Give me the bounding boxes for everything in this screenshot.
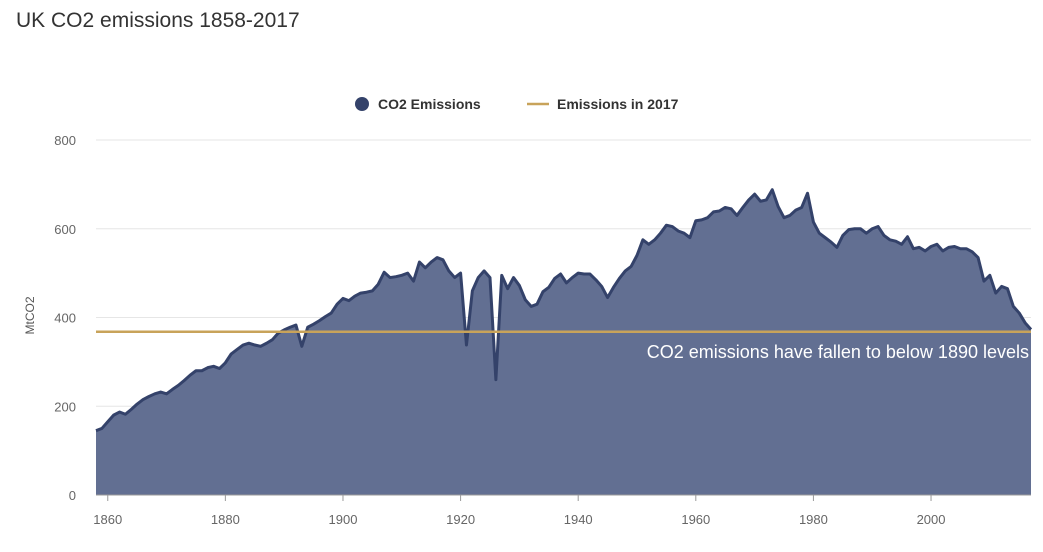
emissions-line xyxy=(95,188,1033,433)
y-tick-label: 800 xyxy=(54,133,76,148)
legend[interactable]: CO2 Emissions Emissions in 2017 xyxy=(355,96,679,112)
y-axis-label: MtCO2 xyxy=(23,296,37,334)
legend-circle-icon xyxy=(355,97,369,111)
legend-item-co2-emissions[interactable]: CO2 Emissions xyxy=(355,96,481,112)
x-tick-label: 1880 xyxy=(211,512,240,527)
x-tick-label: 2000 xyxy=(917,512,946,527)
x-tick-label: 1900 xyxy=(329,512,358,527)
axes: 0 200 400 600 800 1860 1880 1900 1920 1940 1960 198… xyxy=(23,133,1031,527)
x-tick-label: 1860 xyxy=(93,512,122,527)
emissions-area xyxy=(96,189,1031,495)
y-tick-label: 600 xyxy=(54,222,76,237)
x-tick-label: 1920 xyxy=(446,512,475,527)
legend-label: CO2 Emissions xyxy=(378,96,481,112)
chart-title: UK CO2 emissions 1858-2017 xyxy=(16,9,300,32)
annotation-text: CO2 emissions have fallen to below 1890 … xyxy=(647,342,1029,362)
annotation-layer: CO2 emissions have fallen to below 1890 … xyxy=(647,342,1029,362)
y-tick-label: 400 xyxy=(54,311,76,326)
y-tick-label: 0 xyxy=(69,488,76,503)
x-tick-label: 1940 xyxy=(564,512,593,527)
x-tick-label: 1960 xyxy=(681,512,710,527)
legend-label: Emissions in 2017 xyxy=(557,96,679,112)
x-tick-label: 1980 xyxy=(799,512,828,527)
legend-item-emissions-2017[interactable]: Emissions in 2017 xyxy=(527,96,679,112)
area-layer xyxy=(95,188,1033,495)
y-tick-label: 200 xyxy=(54,399,76,414)
